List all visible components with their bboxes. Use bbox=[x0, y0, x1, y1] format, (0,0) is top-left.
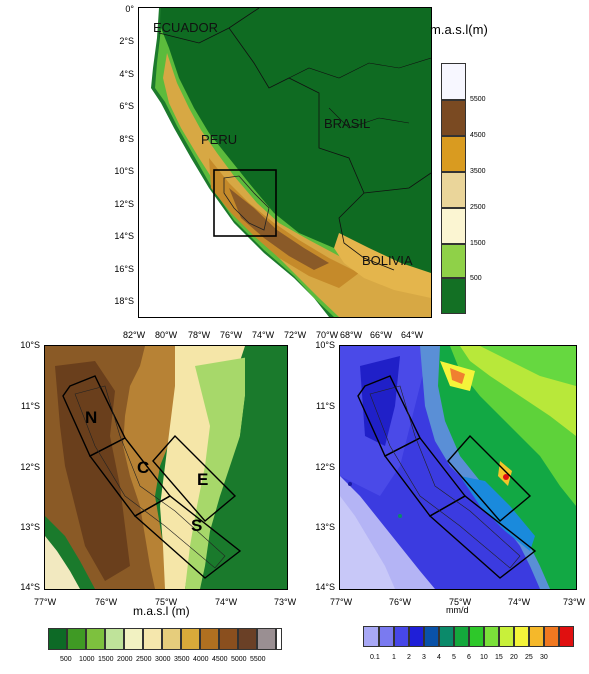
lon-tick: 75°W bbox=[155, 597, 178, 607]
lon-tick: 76°W bbox=[389, 597, 412, 607]
colorbar-label: 4 bbox=[437, 654, 441, 661]
lon-tick: 73°W bbox=[563, 597, 586, 607]
colorbar-swatch bbox=[441, 244, 466, 278]
lat-tick: 0° bbox=[125, 4, 134, 14]
colorbar-swatch bbox=[441, 100, 466, 136]
colorbar-label: 5000 bbox=[231, 656, 247, 663]
region-label-c: C bbox=[137, 458, 150, 477]
lon-tick: 66°W bbox=[370, 330, 393, 340]
lat-tick: 8°S bbox=[119, 134, 134, 144]
colorbar-swatch bbox=[441, 278, 466, 314]
study-area-elevation-graphic bbox=[45, 346, 287, 589]
colorbar-label: 4000 bbox=[193, 656, 209, 663]
lat-tick: 13°S bbox=[20, 522, 40, 532]
colorbar-label: 3500 bbox=[470, 168, 486, 175]
lon-tick: 74°W bbox=[252, 330, 275, 340]
colorbar-swatch bbox=[441, 208, 466, 244]
colorbar-swatch bbox=[441, 136, 466, 172]
region-label-e: E bbox=[197, 470, 209, 489]
study-area-elevation-map: N C E S bbox=[44, 345, 288, 590]
lat-tick: 10°S bbox=[20, 340, 40, 350]
precipitation-map bbox=[339, 345, 577, 590]
country-label-brasil: BRASIL bbox=[324, 116, 371, 131]
colorbar-label: 4500 bbox=[212, 656, 228, 663]
lat-tick: 12°S bbox=[315, 462, 335, 472]
lat-tick: 14°S bbox=[315, 582, 335, 592]
colorbar-label: 5500 bbox=[250, 656, 266, 663]
colorbar-label: 500 bbox=[470, 275, 482, 282]
lat-tick: 18°S bbox=[114, 296, 134, 306]
lon-tick: 74°W bbox=[215, 597, 238, 607]
lat-tick: 11°S bbox=[316, 401, 335, 411]
colorbar-label: 2000 bbox=[117, 656, 133, 663]
lon-tick: 75°W bbox=[449, 597, 472, 607]
lon-tick: 80°W bbox=[155, 330, 178, 340]
lon-tick: 78°W bbox=[188, 330, 211, 340]
lon-tick: 73°W bbox=[274, 597, 297, 607]
colorbar-label: 5500 bbox=[470, 96, 486, 103]
lat-tick: 12°S bbox=[20, 462, 40, 472]
colorbar-label: 500 bbox=[60, 656, 72, 663]
precipitation-graphic bbox=[340, 346, 576, 589]
country-label-peru: PERU bbox=[201, 132, 238, 147]
colorbar-label: 1000 bbox=[79, 656, 95, 663]
bottom-right-unit-label: mm/d bbox=[446, 605, 469, 615]
colorbar-label: 5 bbox=[452, 654, 456, 661]
colorbar-label: 1500 bbox=[470, 240, 486, 247]
colorbar-label: 4500 bbox=[470, 132, 486, 139]
country-label-ecuador: ECUADOR bbox=[153, 20, 219, 35]
lat-tick: 4°S bbox=[119, 69, 134, 79]
lat-tick: 14°S bbox=[114, 231, 134, 241]
colorbar-label: 3000 bbox=[155, 656, 171, 663]
lat-tick: 10°S bbox=[315, 340, 335, 350]
lon-tick: 82°W bbox=[123, 330, 146, 340]
lat-tick: 2°S bbox=[119, 36, 134, 46]
colorbar-label: 2500 bbox=[136, 656, 152, 663]
lon-tick: 76°W bbox=[220, 330, 243, 340]
colorbar-label: 1 bbox=[392, 654, 396, 661]
lat-tick: 11°S bbox=[21, 401, 40, 411]
colorbar-label: 2 bbox=[407, 654, 411, 661]
colorbar-swatch bbox=[441, 172, 466, 208]
colorbar-label: 15 bbox=[495, 654, 503, 661]
region-label-s: S bbox=[191, 516, 203, 535]
colorbar-label: 3500 bbox=[174, 656, 190, 663]
lon-tick: 64°W bbox=[401, 330, 424, 340]
colorbar-label: 20 bbox=[510, 654, 518, 661]
lon-tick: 74°W bbox=[508, 597, 531, 607]
study-area-box bbox=[213, 169, 277, 237]
lon-tick: 70°W bbox=[316, 330, 339, 340]
colorbar-label: 6 bbox=[467, 654, 471, 661]
colorbar-swatch bbox=[441, 63, 466, 100]
lon-tick: 76°W bbox=[95, 597, 118, 607]
colorbar-label: 1500 bbox=[98, 656, 114, 663]
lat-tick: 14°S bbox=[20, 582, 40, 592]
peru-elevation-map-graphic bbox=[139, 8, 431, 317]
lat-tick: 10°S bbox=[114, 166, 134, 176]
colorbar-label: 30 bbox=[540, 654, 548, 661]
lat-tick: 16°S bbox=[114, 264, 134, 274]
colorbar-label: 0.1 bbox=[370, 654, 380, 661]
peru-elevation-map: ECUADOR PERU BRASIL BOLIVIA bbox=[138, 7, 432, 318]
colorbar-label: 10 bbox=[480, 654, 488, 661]
colorbar-label: 3 bbox=[422, 654, 426, 661]
lon-tick: 77°W bbox=[34, 597, 57, 607]
lat-tick: 6°S bbox=[119, 101, 134, 111]
top-unit-label: m.a.s.l(m) bbox=[430, 22, 488, 37]
colorbar-label: 25 bbox=[525, 654, 533, 661]
bottom-left-unit-label: m.a.s.l (m) bbox=[133, 604, 190, 618]
region-label-n: N bbox=[85, 408, 98, 427]
lon-tick: 72°W bbox=[284, 330, 307, 340]
colorbar-label: 2500 bbox=[470, 204, 486, 211]
lat-tick: 12°S bbox=[114, 199, 134, 209]
lon-tick: 68°W bbox=[340, 330, 363, 340]
lat-tick: 13°S bbox=[315, 522, 335, 532]
country-label-bolivia: BOLIVIA bbox=[362, 253, 413, 268]
lon-tick: 77°W bbox=[330, 597, 353, 607]
